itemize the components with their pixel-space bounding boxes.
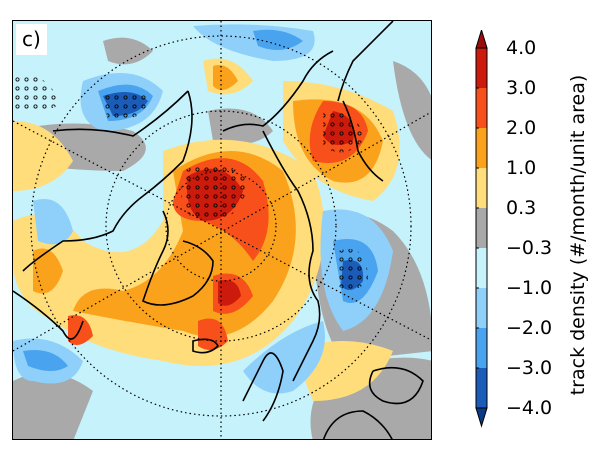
colorbar-label: track density (#/month/unit area) — [567, 74, 589, 396]
colorbar-tick-label: 2.0 — [506, 117, 537, 139]
colorbar-bin — [476, 248, 487, 288]
colorbar-tick-label: −0.3 — [506, 237, 553, 259]
map-field — [13, 21, 431, 439]
significance-stippling — [13, 75, 368, 290]
colorbar-bin — [476, 368, 487, 408]
colorbar-tick-label: 1.0 — [506, 157, 537, 179]
colorbar-tick-label: 4.0 — [506, 37, 537, 59]
colorbar-bin — [476, 168, 487, 208]
colorbar-frame — [475, 47, 488, 409]
colorbar-tick-label: −3.0 — [506, 357, 553, 379]
colorbar-tick-label: 3.0 — [506, 77, 537, 99]
panel-label: c) — [16, 24, 47, 55]
colorbar-bin — [476, 288, 487, 328]
colorbar-tick-label: −1.0 — [506, 277, 553, 299]
polar-map — [12, 20, 432, 440]
colorbar-bin — [476, 128, 487, 168]
colorbar-extend-low — [475, 407, 488, 428]
colorbar-extend-high — [475, 30, 488, 49]
colorbar-bin — [476, 88, 487, 128]
colorbar-bin — [476, 328, 487, 368]
colorbar-bin — [476, 208, 487, 248]
colorbar-tick-label: −4.0 — [506, 397, 553, 419]
colorbar-tick-label: 0.3 — [506, 197, 537, 219]
coastlines — [13, 21, 424, 439]
graticule — [13, 21, 431, 439]
colorbar-bin — [476, 48, 487, 88]
colorbar — [475, 30, 488, 428]
colorbar-tick-label: −2.0 — [506, 317, 553, 339]
